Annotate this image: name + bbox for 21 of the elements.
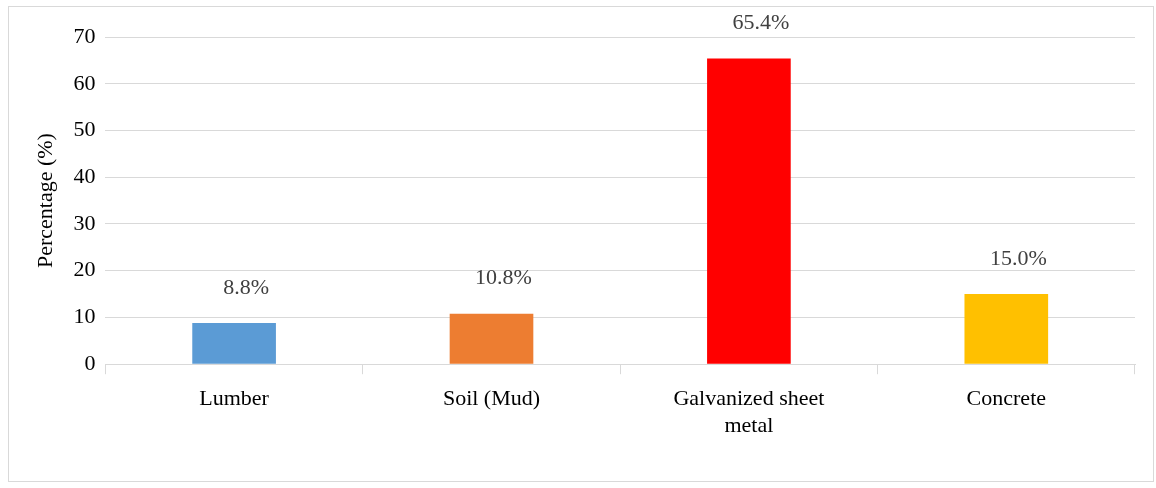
data-label: 8.8% xyxy=(223,273,270,299)
y-tick-label: 40 xyxy=(73,163,96,189)
bar xyxy=(964,294,1049,364)
y-tick-label: 60 xyxy=(73,69,96,95)
data-label: 65.4% xyxy=(732,9,790,35)
x-tick-label: Soil (Mud) xyxy=(442,385,541,411)
x-tick-label: Galvanized sheet metal xyxy=(673,385,825,437)
y-tick-label: 0 xyxy=(84,349,96,375)
bar xyxy=(192,323,276,364)
y-tick-label: 70 xyxy=(73,22,96,48)
bar xyxy=(449,313,534,364)
bar xyxy=(707,58,791,364)
y-tick-label: 10 xyxy=(73,303,96,329)
data-label: 15.0% xyxy=(989,244,1047,270)
x-tick-label: Concrete xyxy=(966,385,1046,411)
y-tick-label: 50 xyxy=(73,116,96,142)
y-tick-label: 30 xyxy=(73,209,96,235)
y-tick-label: 20 xyxy=(73,256,96,282)
data-label: 10.8% xyxy=(475,264,532,290)
y-axis-title: Percentage (%) xyxy=(31,133,57,269)
x-tick-label: Lumber xyxy=(199,385,270,411)
